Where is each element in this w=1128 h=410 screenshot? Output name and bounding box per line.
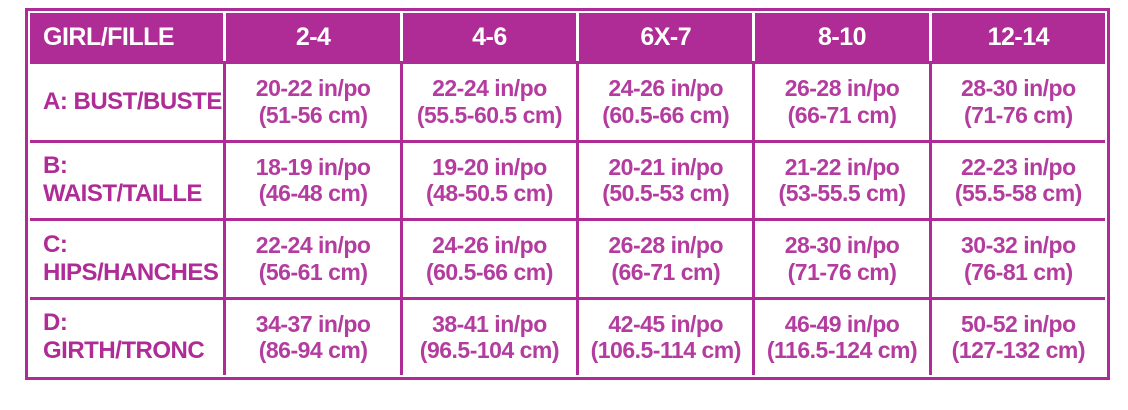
measurement-inches: 38-41 in/po [432, 310, 547, 337]
measurement-inches: 22-24 in/po [255, 232, 371, 259]
measurement-cm: (55.5-58 cm) [954, 180, 1082, 207]
measurement-cm: (127-132 cm) [951, 337, 1086, 364]
measurement-cm: (53-55.5 cm) [778, 180, 906, 207]
measurement-inches: 30-32 in/po [961, 232, 1076, 259]
cell-bust-4-6: 22-24 in/po (55.5-60.5 cm) [399, 61, 577, 140]
cell-bust-8-10: 26-28 in/po (66-71 cm) [752, 61, 929, 140]
measurement-cm: (46-48 cm) [258, 180, 368, 207]
measurement-inches: 28-30 in/po [961, 75, 1076, 102]
measurement-cm: (51-56 cm) [258, 101, 368, 128]
measurement-inches: 22-24 in/po [432, 75, 547, 102]
measurement-cm: (86-94 cm) [258, 337, 368, 364]
size-chart-header: GIRL/FILLE 2-4 4-6 6X-7 8-10 12-14 [30, 13, 1105, 61]
measurement-inches: 21-22 in/po [784, 153, 900, 180]
cell-hips-4-6: 24-26 in/po (60.5-66 cm) [399, 218, 577, 297]
column-header-size-4-6: 4-6 [399, 13, 577, 61]
measurement-inches: 18-19 in/po [255, 153, 371, 180]
measurement-cm: (55.5-60.5 cm) [416, 101, 563, 128]
cell-girth-4-6: 38-41 in/po (96.5-104 cm) [399, 296, 577, 375]
measurement-cm: (66-71 cm) [787, 101, 897, 128]
measurement-cm: (60.5-66 cm) [602, 101, 730, 128]
cell-waist-2-4: 18-19 in/po (46-48 cm) [223, 139, 400, 218]
row-label-bust: A: BUST/BUSTE [30, 61, 224, 140]
cell-hips-6x-7: 26-28 in/po (66-71 cm) [576, 218, 753, 297]
table-row-waist: B: WAIST/TAILLE 18-19 in/po (46-48 cm) 1… [30, 139, 1105, 219]
header-row: GIRL/FILLE 2-4 4-6 6X-7 8-10 12-14 [30, 13, 1105, 61]
measurement-cm: (50.5-53 cm) [602, 180, 730, 207]
measurement-inches: 19-20 in/po [432, 153, 547, 180]
measurement-inches: 20-22 in/po [255, 75, 371, 102]
cell-hips-8-10: 28-30 in/po (71-76 cm) [752, 218, 929, 297]
cell-girth-12-14: 50-52 in/po (127-132 cm) [928, 296, 1105, 375]
measurement-cm: (106.5-114 cm) [590, 337, 742, 364]
measurement-inches: 42-45 in/po [608, 310, 724, 337]
measurement-inches: 20-21 in/po [608, 153, 724, 180]
table-row-hips: C: HIPS/HANCHES 22-24 in/po (56-61 cm) 2… [30, 218, 1105, 297]
measurement-cm: (96.5-104 cm) [419, 337, 560, 364]
cell-bust-12-14: 28-30 in/po (71-76 cm) [928, 61, 1105, 140]
measurement-cm: (71-76 cm) [787, 258, 897, 285]
table-row-bust: A: BUST/BUSTE 20-22 in/po (51-56 cm) 22-… [30, 61, 1105, 140]
measurement-cm: (71-76 cm) [963, 101, 1073, 128]
size-chart-body: A: BUST/BUSTE 20-22 in/po (51-56 cm) 22-… [30, 61, 1105, 375]
measurement-cm: (48-50.5 cm) [425, 180, 553, 207]
row-label-hips: C: HIPS/HANCHES [30, 218, 224, 297]
measurement-cm: (56-61 cm) [258, 258, 368, 285]
measurement-inches: 46-49 in/po [784, 310, 900, 337]
cell-hips-2-4: 22-24 in/po (56-61 cm) [223, 218, 400, 297]
column-header-size-6x-7: 6X-7 [576, 13, 753, 61]
cell-girth-6x-7: 42-45 in/po (106.5-114 cm) [576, 296, 753, 375]
cell-waist-4-6: 19-20 in/po (48-50.5 cm) [399, 139, 577, 218]
measurement-cm: (76-81 cm) [963, 258, 1073, 285]
cell-waist-6x-7: 20-21 in/po (50.5-53 cm) [576, 139, 753, 218]
row-label-waist: B: WAIST/TAILLE [30, 139, 224, 219]
size-chart: GIRL/FILLE 2-4 4-6 6X-7 8-10 12-14 A: BU… [25, 8, 1110, 380]
measurement-inches: 34-37 in/po [255, 310, 371, 337]
cell-girth-2-4: 34-37 in/po (86-94 cm) [223, 296, 400, 375]
row-label-girth: D: GIRTH/TRONC [30, 296, 224, 376]
measurement-inches: 24-26 in/po [608, 75, 724, 102]
measurement-cm: (116.5-124 cm) [766, 337, 918, 364]
cell-waist-12-14: 22-23 in/po (55.5-58 cm) [928, 139, 1105, 218]
measurement-inches: 26-28 in/po [608, 232, 724, 259]
cell-girth-8-10: 46-49 in/po (116.5-124 cm) [752, 296, 929, 375]
cell-hips-12-14: 30-32 in/po (76-81 cm) [928, 218, 1105, 297]
measurement-inches: 22-23 in/po [961, 153, 1076, 180]
column-header-size-8-10: 8-10 [752, 13, 929, 61]
cell-waist-8-10: 21-22 in/po (53-55.5 cm) [752, 139, 929, 218]
measurement-cm: (60.5-66 cm) [425, 258, 553, 285]
size-chart-table: GIRL/FILLE 2-4 4-6 6X-7 8-10 12-14 A: BU… [30, 13, 1105, 375]
measurement-inches: 28-30 in/po [784, 232, 900, 259]
column-header-size-2-4: 2-4 [223, 13, 400, 61]
table-row-girth: D: GIRTH/TRONC 34-37 in/po (86-94 cm) 38… [30, 296, 1105, 376]
measurement-inches: 24-26 in/po [432, 232, 547, 259]
measurement-inches: 50-52 in/po [961, 310, 1076, 337]
column-header-girl-fille: GIRL/FILLE [30, 13, 224, 61]
measurement-cm: (66-71 cm) [611, 258, 721, 285]
cell-bust-6x-7: 24-26 in/po (60.5-66 cm) [576, 61, 753, 140]
measurement-inches: 26-28 in/po [784, 75, 900, 102]
cell-bust-2-4: 20-22 in/po (51-56 cm) [223, 61, 400, 140]
column-header-size-12-14: 12-14 [928, 13, 1105, 61]
